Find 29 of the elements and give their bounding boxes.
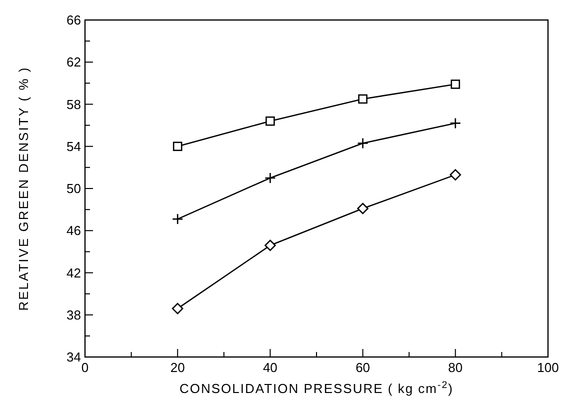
point: [357, 138, 368, 149]
point: [172, 142, 182, 152]
point: [357, 202, 368, 214]
point: [358, 94, 368, 104]
x-tick-label: 40: [262, 360, 278, 375]
x-tick-label: 80: [448, 360, 463, 375]
y-tick-label: 62: [66, 54, 81, 70]
y-axis-title: RELATIVE GREEN DENSITY ( % ): [16, 66, 31, 311]
y-tick-label: 66: [66, 12, 81, 28]
x-tick-label: 0: [81, 360, 89, 375]
point: [266, 116, 275, 126]
y-tick-label: 58: [66, 96, 81, 112]
x-tick-label: 60: [356, 360, 370, 375]
y-tick-label: 54: [66, 138, 81, 154]
point: [264, 172, 276, 184]
x-tick-label: 100: [537, 360, 559, 375]
point: [172, 302, 184, 314]
y-tick-label: 46: [66, 223, 81, 238]
x-axis-title: CONSOLIDATION PRESSURE ( kg cm$^{-2}$): [179, 380, 454, 396]
point: [450, 169, 462, 180]
y-tick-label: 42: [66, 265, 81, 280]
x-tick-label: 20: [170, 360, 185, 375]
y-tick-label: 34: [66, 350, 81, 365]
y-tick-label: 50: [66, 181, 81, 196]
point: [172, 213, 184, 225]
point: [450, 118, 462, 129]
point: [264, 240, 276, 252]
point: [450, 80, 460, 89]
y-tick-label: 38: [66, 307, 81, 322]
